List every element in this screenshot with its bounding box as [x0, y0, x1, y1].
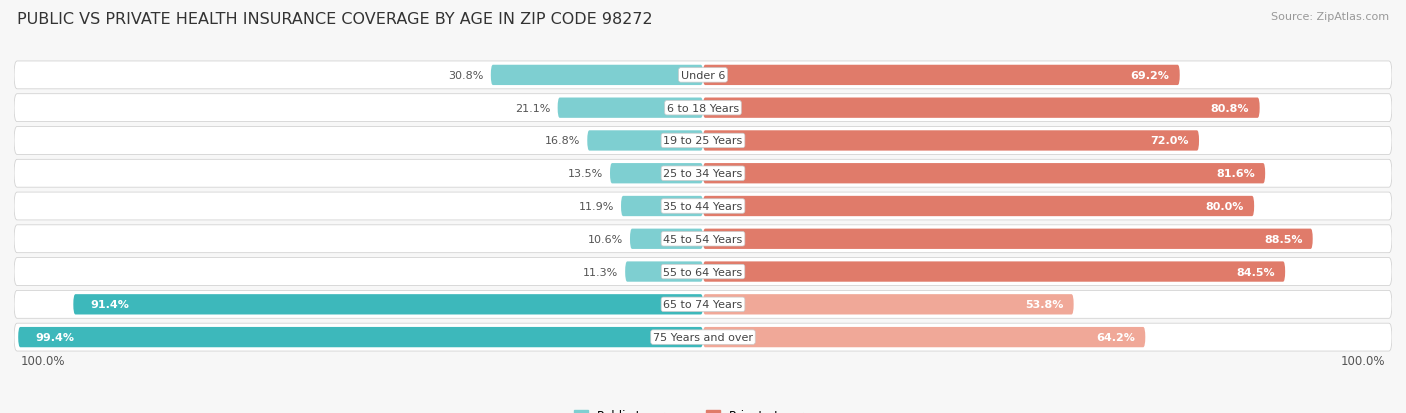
Text: 45 to 54 Years: 45 to 54 Years	[664, 234, 742, 244]
FancyBboxPatch shape	[703, 98, 1260, 119]
FancyBboxPatch shape	[14, 225, 1392, 253]
Text: 100.0%: 100.0%	[21, 354, 66, 367]
Text: Under 6: Under 6	[681, 71, 725, 81]
FancyBboxPatch shape	[14, 95, 1392, 122]
FancyBboxPatch shape	[703, 131, 1199, 151]
Text: 6 to 18 Years: 6 to 18 Years	[666, 103, 740, 114]
FancyBboxPatch shape	[14, 258, 1392, 286]
FancyBboxPatch shape	[621, 196, 703, 217]
FancyBboxPatch shape	[630, 229, 703, 249]
Text: PUBLIC VS PRIVATE HEALTH INSURANCE COVERAGE BY AGE IN ZIP CODE 98272: PUBLIC VS PRIVATE HEALTH INSURANCE COVER…	[17, 12, 652, 27]
FancyBboxPatch shape	[18, 327, 703, 347]
Text: 21.1%: 21.1%	[516, 103, 551, 114]
FancyBboxPatch shape	[588, 131, 703, 151]
FancyBboxPatch shape	[703, 262, 1285, 282]
FancyBboxPatch shape	[703, 229, 1313, 249]
Legend: Public Insurance, Private Insurance: Public Insurance, Private Insurance	[569, 404, 837, 413]
Text: 81.6%: 81.6%	[1216, 169, 1254, 179]
Text: 13.5%: 13.5%	[568, 169, 603, 179]
Text: 25 to 34 Years: 25 to 34 Years	[664, 169, 742, 179]
FancyBboxPatch shape	[703, 66, 1180, 86]
Text: 72.0%: 72.0%	[1150, 136, 1188, 146]
Text: 88.5%: 88.5%	[1264, 234, 1302, 244]
Text: 30.8%: 30.8%	[449, 71, 484, 81]
Text: 65 to 74 Years: 65 to 74 Years	[664, 299, 742, 310]
Text: 75 Years and over: 75 Years and over	[652, 332, 754, 342]
Text: 11.9%: 11.9%	[579, 202, 614, 211]
Text: 91.4%: 91.4%	[90, 299, 129, 310]
Text: 99.4%: 99.4%	[35, 332, 75, 342]
FancyBboxPatch shape	[703, 196, 1254, 217]
Text: 69.2%: 69.2%	[1130, 71, 1170, 81]
FancyBboxPatch shape	[14, 160, 1392, 188]
Text: 16.8%: 16.8%	[546, 136, 581, 146]
Text: 80.0%: 80.0%	[1205, 202, 1244, 211]
FancyBboxPatch shape	[14, 323, 1392, 351]
Text: 11.3%: 11.3%	[583, 267, 619, 277]
FancyBboxPatch shape	[73, 294, 703, 315]
FancyBboxPatch shape	[558, 98, 703, 119]
FancyBboxPatch shape	[703, 327, 1146, 347]
FancyBboxPatch shape	[14, 192, 1392, 221]
FancyBboxPatch shape	[703, 294, 1074, 315]
Text: 84.5%: 84.5%	[1236, 267, 1275, 277]
Text: 19 to 25 Years: 19 to 25 Years	[664, 136, 742, 146]
Text: 55 to 64 Years: 55 to 64 Years	[664, 267, 742, 277]
FancyBboxPatch shape	[14, 62, 1392, 90]
FancyBboxPatch shape	[610, 164, 703, 184]
FancyBboxPatch shape	[626, 262, 703, 282]
FancyBboxPatch shape	[491, 66, 703, 86]
FancyBboxPatch shape	[14, 291, 1392, 318]
FancyBboxPatch shape	[703, 164, 1265, 184]
Text: 80.8%: 80.8%	[1211, 103, 1250, 114]
Text: 10.6%: 10.6%	[588, 234, 623, 244]
Text: 64.2%: 64.2%	[1097, 332, 1135, 342]
Text: Source: ZipAtlas.com: Source: ZipAtlas.com	[1271, 12, 1389, 22]
FancyBboxPatch shape	[14, 127, 1392, 155]
Text: 53.8%: 53.8%	[1025, 299, 1063, 310]
Text: 35 to 44 Years: 35 to 44 Years	[664, 202, 742, 211]
Text: 100.0%: 100.0%	[1340, 354, 1385, 367]
